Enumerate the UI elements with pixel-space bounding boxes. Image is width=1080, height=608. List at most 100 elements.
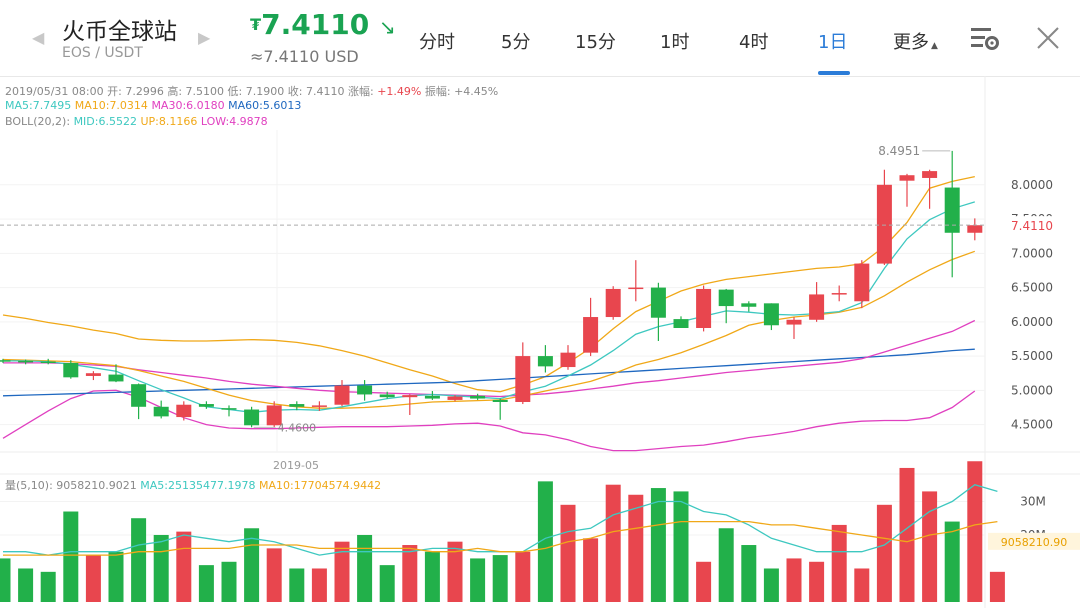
- candle-body: [85, 373, 101, 376]
- volume-bar: [741, 545, 757, 602]
- tab-more[interactable]: 更多 ▲: [893, 28, 938, 54]
- boll-mid: MID:6.5522: [73, 115, 137, 128]
- candle-body: [899, 175, 915, 181]
- candle-body: [470, 395, 486, 399]
- candle-body: [40, 361, 56, 364]
- close-icon[interactable]: [1036, 26, 1060, 50]
- candle-body: [515, 356, 531, 402]
- candle-body: [809, 294, 825, 320]
- ma60-line: [2, 348, 975, 397]
- volume-bar: [786, 558, 802, 602]
- tab-5min[interactable]: 5分: [501, 32, 531, 53]
- volume-bar: [357, 534, 373, 602]
- volume-bar: [650, 488, 666, 602]
- volume-label: 量(5,10): 9058210.9021: [5, 479, 137, 492]
- candle-body: [763, 303, 779, 326]
- current-volume-box: [988, 532, 1080, 550]
- volume-bar: [40, 571, 56, 602]
- candle-body: [583, 317, 599, 353]
- volume-bar: [198, 565, 214, 602]
- info-open: 7.2996: [125, 85, 164, 98]
- settings-icon[interactable]: [970, 25, 1000, 51]
- info-amplitude: +4.45%: [454, 85, 499, 98]
- prev-arrow-icon[interactable]: ◀: [32, 28, 45, 47]
- info-low: 7.1900: [245, 85, 285, 98]
- volume-bar: [537, 481, 553, 602]
- candle-body: [0, 360, 11, 362]
- candle-body: [131, 384, 147, 407]
- volume-tick-label: 20M: [1020, 528, 1046, 542]
- volume-bar: [763, 568, 779, 602]
- candle-body: [447, 396, 463, 400]
- ma30-value: MA30:6.0180: [151, 99, 225, 112]
- volume-bar: [85, 555, 101, 602]
- tab-1hour[interactable]: 1时: [660, 32, 690, 53]
- volume-bar: [809, 561, 825, 602]
- candle-body: [741, 303, 757, 307]
- volume-info-line: 量(5,10): 9058210.9021 MA5:25135477.1978 …: [5, 477, 381, 493]
- volume-bar: [854, 568, 870, 602]
- active-tab-indicator: [818, 71, 850, 75]
- volume-bar: [560, 504, 576, 602]
- volume-bar: [18, 568, 34, 602]
- volume-bar: [989, 571, 1005, 602]
- info-high-label: 高:: [167, 85, 183, 98]
- volume-bar: [176, 531, 192, 602]
- candle-body: [831, 293, 847, 295]
- price-value: 7.4110: [261, 8, 370, 41]
- candle-body: [379, 394, 395, 398]
- volume-bar: [244, 528, 260, 602]
- candle-body: [63, 362, 79, 378]
- next-arrow-icon[interactable]: ▶: [198, 28, 211, 47]
- tab-4hour[interactable]: 4时: [739, 32, 769, 53]
- candle-body: [334, 385, 350, 405]
- volume-bar: [221, 561, 237, 602]
- ma10-line: [2, 250, 976, 409]
- volume-ma5-line: [3, 483, 998, 556]
- trading-pair: EOS / USDT: [62, 45, 143, 61]
- volume-bar: [876, 504, 892, 602]
- candle-body: [922, 171, 938, 178]
- volume-bar: [0, 558, 11, 602]
- top-bar: ◀ 火币全球站 ▶ EOS / USDT ₮7.4110 ↘ ≈7.4110 U…: [0, 0, 1080, 77]
- ma5-value: MA5:7.7495: [5, 99, 72, 112]
- volume-bar: [447, 541, 463, 602]
- info-open-label: 开:: [107, 85, 122, 98]
- volume-bar: [899, 467, 915, 602]
- tab-15min[interactable]: 15分: [575, 32, 616, 53]
- info-close-label: 收:: [287, 85, 303, 98]
- volume-bar: [515, 551, 531, 602]
- volume-bar: [379, 565, 395, 602]
- x-tick-label: 2019-05: [273, 459, 319, 472]
- volume-bar: [311, 568, 327, 602]
- candle-body: [402, 395, 418, 398]
- candle-body: [560, 352, 576, 368]
- volume-bar: [583, 538, 599, 602]
- volume-bar: [718, 528, 734, 602]
- info-amplitude-label: 振幅:: [424, 85, 451, 98]
- boll-low: LOW:4.9878: [200, 115, 268, 128]
- candle-body: [18, 360, 34, 363]
- tab-timeshare[interactable]: 分时: [419, 32, 455, 53]
- current-price-label: 7.4110: [1011, 219, 1053, 233]
- volume-ma10-line: [3, 520, 998, 556]
- tab-1day[interactable]: 1日: [818, 32, 848, 53]
- boll-lower-line: [2, 389, 976, 452]
- price-tick-label: 8.0000: [1011, 178, 1053, 192]
- ma-info-line: MA5:7.7495 MA10:7.0314 MA30:6.0180 MA60:…: [5, 99, 301, 112]
- ma10-value: MA10:7.0314: [74, 99, 148, 112]
- min-label: 4.4600: [278, 421, 317, 434]
- volume-bar: [492, 555, 508, 602]
- volume-bar: [63, 511, 79, 602]
- tab-more-label: 更多: [893, 32, 929, 53]
- candle-body: [311, 405, 327, 407]
- info-high: 7.5100: [185, 85, 225, 98]
- price-tick-label: 7.5000: [1011, 212, 1053, 226]
- current-volume-label: 9058210.90: [1001, 536, 1067, 549]
- info-low-label: 低:: [227, 85, 243, 98]
- info-date: 2019/05/31 08:00: [5, 85, 104, 98]
- volume-bar: [922, 491, 938, 602]
- exchange-title: 火币全球站: [62, 19, 177, 45]
- volume-tick-label: 30M: [1020, 494, 1046, 508]
- volume-bar: [628, 494, 644, 602]
